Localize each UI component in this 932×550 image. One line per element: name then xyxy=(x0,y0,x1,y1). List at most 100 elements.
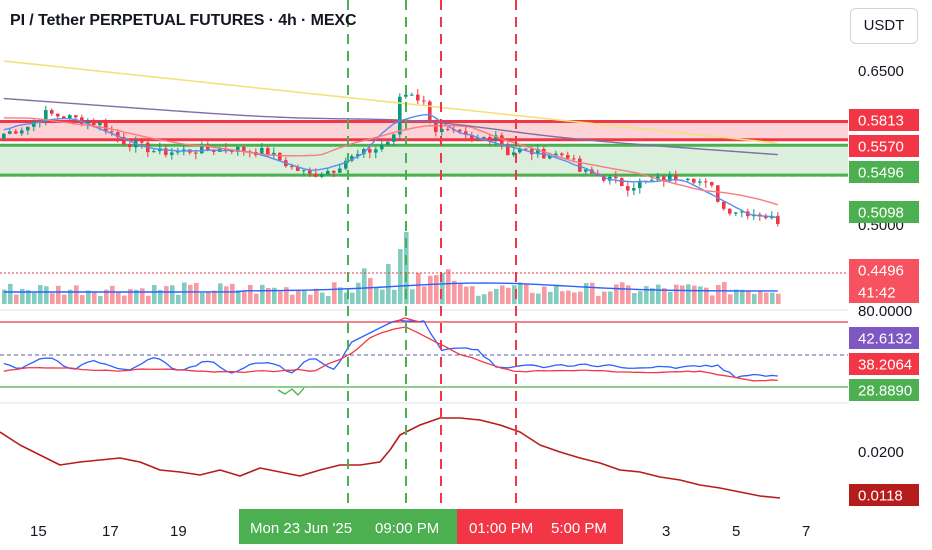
volume-bar xyxy=(554,284,559,304)
candle xyxy=(614,176,618,179)
candle xyxy=(356,154,360,157)
candle xyxy=(122,137,126,145)
candle xyxy=(524,148,528,150)
volume-bar xyxy=(104,289,109,304)
volume-bar xyxy=(74,285,79,304)
volume-bar xyxy=(44,286,49,304)
candle xyxy=(128,144,132,148)
time-label-bg-green xyxy=(239,509,457,544)
volume-bar xyxy=(98,295,103,304)
volume-bar xyxy=(410,289,415,304)
candle xyxy=(422,100,426,102)
candle xyxy=(620,178,624,187)
candle xyxy=(728,208,732,214)
candle xyxy=(704,181,708,183)
candle xyxy=(560,153,564,156)
volume-bar xyxy=(650,288,655,304)
price-label: 38.2064 xyxy=(858,357,912,374)
volume-bar xyxy=(644,286,649,304)
volume-bar xyxy=(728,294,733,304)
volume-bar xyxy=(338,287,343,304)
candle xyxy=(44,110,48,122)
price-label: 0.5098 xyxy=(858,205,904,222)
osc-oversold-segment xyxy=(277,387,305,396)
candle xyxy=(242,146,246,152)
volume-bar xyxy=(434,275,439,304)
price-label: 0.5496 xyxy=(858,165,904,182)
time-label: 01:00 PM xyxy=(469,520,533,537)
volume-bar xyxy=(134,289,139,304)
volume-bar xyxy=(230,283,235,304)
price-label-bg xyxy=(849,135,919,157)
candle xyxy=(722,201,726,209)
volume-bar xyxy=(440,273,445,304)
volume-bar xyxy=(20,289,25,304)
volume-bar xyxy=(770,292,775,304)
candle xyxy=(362,149,366,155)
currency-button[interactable]: USDT xyxy=(850,8,918,44)
volume-bar xyxy=(170,285,175,304)
volume-bar xyxy=(656,284,661,304)
volume-bar xyxy=(374,287,379,304)
volume-bar xyxy=(488,291,493,304)
candle xyxy=(236,146,240,152)
candle xyxy=(92,121,96,126)
volume-bar xyxy=(692,285,697,304)
volume-bar xyxy=(62,294,67,304)
candle xyxy=(314,173,318,177)
candle xyxy=(440,128,444,133)
price-tick-label: 80.0000 xyxy=(858,303,912,320)
candle xyxy=(578,158,582,172)
volume-bar xyxy=(86,290,91,304)
chart-title[interactable]: PI / Tether PERPETUAL FUTURES · 4h · MEX… xyxy=(10,12,357,29)
volume-bar xyxy=(194,282,199,304)
ma-yellow-line xyxy=(3,60,778,145)
volume-ma-line xyxy=(3,282,778,293)
candle xyxy=(632,188,636,191)
candle xyxy=(2,133,6,139)
volume-bar xyxy=(698,286,703,304)
time-label-bg-red xyxy=(457,509,623,544)
volume-bar xyxy=(530,292,535,304)
volume-bar xyxy=(326,295,331,304)
price-label: 42.6132 xyxy=(858,331,912,348)
candle xyxy=(308,170,312,174)
candle xyxy=(182,149,186,151)
candle xyxy=(272,152,276,155)
candle xyxy=(338,168,342,173)
osc-red-line xyxy=(3,326,778,382)
time-tick-label: 7 xyxy=(802,523,810,540)
volume-bar xyxy=(296,289,301,304)
volume-bar xyxy=(494,288,499,304)
volume-bar xyxy=(542,286,547,304)
candle xyxy=(566,155,570,159)
volume-bar xyxy=(314,288,319,304)
candle xyxy=(332,170,336,173)
volume-bar xyxy=(722,282,727,304)
price-label: 41:42 xyxy=(858,285,896,302)
volume-bar xyxy=(596,295,601,304)
volume-bar xyxy=(560,291,565,304)
volume-bar xyxy=(8,283,13,304)
candle xyxy=(344,160,348,169)
volume-bar xyxy=(422,286,427,304)
volume-bar xyxy=(452,280,457,304)
candle xyxy=(386,141,390,146)
volume-bar xyxy=(368,278,373,304)
volume-bar xyxy=(620,282,625,304)
price-label-bg xyxy=(849,259,919,281)
candle xyxy=(668,174,672,182)
candle xyxy=(446,128,450,130)
volume-bar xyxy=(668,291,673,304)
volume-bar xyxy=(662,288,667,304)
volume-bar xyxy=(110,285,115,304)
candle xyxy=(494,135,498,140)
volume-bar xyxy=(344,292,349,304)
volume-bar xyxy=(182,282,187,304)
volume-bar xyxy=(2,289,7,304)
volume-bar xyxy=(14,294,19,304)
volume-bar xyxy=(608,291,613,304)
volume-bar xyxy=(476,295,481,304)
